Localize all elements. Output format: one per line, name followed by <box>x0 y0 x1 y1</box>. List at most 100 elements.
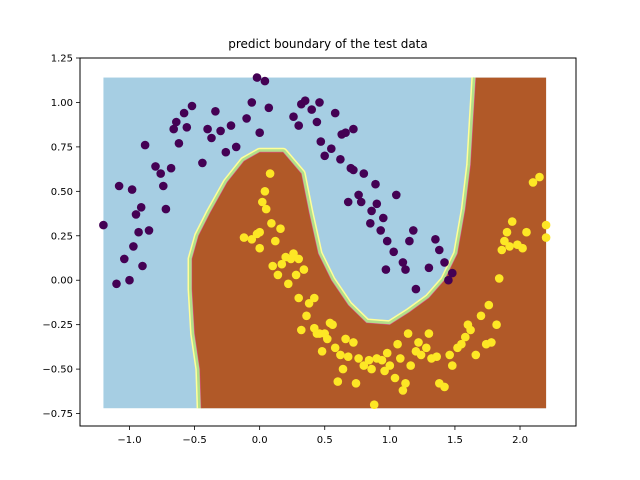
y-tick-label: −0.25 <box>42 320 73 331</box>
data-point-class-1 <box>312 329 322 338</box>
data-point-class-1 <box>276 224 285 233</box>
data-point-class-0 <box>327 144 336 153</box>
data-point-class-1 <box>330 343 340 353</box>
data-point-class-1 <box>422 343 431 353</box>
data-point-class-1 <box>349 338 358 347</box>
data-point-class-0 <box>174 139 184 148</box>
data-point-class-0 <box>151 162 160 171</box>
data-point-class-1 <box>432 352 442 362</box>
data-point-class-1 <box>289 249 298 258</box>
data-point-class-1 <box>294 293 304 303</box>
data-point-class-1 <box>541 220 551 230</box>
data-point-class-0 <box>120 254 129 264</box>
data-point-class-0 <box>330 108 340 118</box>
y-tick-label: 1.25 <box>51 54 73 65</box>
region-class-1 <box>192 77 547 409</box>
data-point-class-0 <box>315 98 324 107</box>
data-point-class-1 <box>398 386 408 395</box>
data-point-class-0 <box>242 114 251 123</box>
data-point-class-1 <box>367 364 376 374</box>
x-tick-label: −0.5 <box>182 435 206 446</box>
data-point-class-1 <box>377 355 387 365</box>
data-point-class-0 <box>159 181 168 191</box>
data-point-class-0 <box>260 76 270 86</box>
data-point-class-1 <box>284 279 293 289</box>
data-point-class-0 <box>264 103 274 113</box>
data-point-class-1 <box>239 233 249 242</box>
data-point-class-0 <box>372 199 382 209</box>
x-tick-label: 2.0 <box>512 435 528 446</box>
data-point-class-1 <box>273 270 283 280</box>
data-point-class-1 <box>265 169 275 178</box>
y-tick-label: −0.50 <box>42 365 73 376</box>
data-point-class-1 <box>304 299 314 308</box>
data-point-class-0 <box>255 128 264 137</box>
data-point-class-1 <box>343 352 353 362</box>
data-point-class-0 <box>424 263 434 273</box>
y-tick-label: 1.00 <box>51 98 73 109</box>
data-point-class-0 <box>129 242 138 251</box>
data-point-class-0 <box>320 151 330 161</box>
data-point-class-1 <box>463 320 473 330</box>
data-point-class-1 <box>414 338 423 347</box>
data-point-class-0 <box>401 265 410 274</box>
data-point-class-0 <box>409 226 418 235</box>
data-point-class-0 <box>114 181 124 191</box>
data-point-class-1 <box>341 334 350 344</box>
data-point-class-1 <box>401 379 410 388</box>
data-point-class-1 <box>380 366 389 376</box>
data-point-class-1 <box>535 172 544 182</box>
data-point-class-0 <box>371 179 380 189</box>
data-point-class-1 <box>310 293 319 303</box>
data-point-class-1 <box>492 320 501 330</box>
data-point-class-0 <box>221 147 231 157</box>
x-tick-label: 0.0 <box>252 435 268 446</box>
x-tick-label: 1.5 <box>447 435 463 446</box>
data-point-class-0 <box>312 117 322 127</box>
data-point-class-0 <box>187 101 197 111</box>
data-point-class-0 <box>367 206 376 216</box>
data-point-class-1 <box>258 197 267 207</box>
data-point-class-0 <box>166 163 176 173</box>
data-point-class-0 <box>398 258 408 267</box>
data-point-class-1 <box>359 361 369 370</box>
data-point-class-1 <box>354 354 363 363</box>
data-point-class-0 <box>316 137 326 146</box>
data-point-class-1 <box>333 377 343 386</box>
data-point-class-0 <box>203 124 212 134</box>
chart-title: predict boundary of the test data <box>228 37 428 51</box>
data-point-class-1 <box>297 325 306 335</box>
data-point-class-1 <box>528 178 538 187</box>
data-point-class-1 <box>522 227 531 237</box>
data-point-class-1 <box>500 236 509 246</box>
data-point-class-1 <box>323 334 332 344</box>
data-point-class-0 <box>444 275 453 285</box>
data-point-class-1 <box>494 274 504 283</box>
data-point-class-0 <box>349 165 358 175</box>
data-point-class-0 <box>247 98 257 107</box>
data-point-class-1 <box>299 265 309 274</box>
data-point-class-0 <box>376 226 386 235</box>
data-point-class-1 <box>502 227 512 237</box>
data-point-class-0 <box>389 247 399 257</box>
data-point-class-0 <box>99 220 108 230</box>
data-point-class-0 <box>379 213 388 223</box>
data-point-class-1 <box>255 243 264 253</box>
plot-area <box>99 73 551 410</box>
data-point-class-0 <box>349 124 358 134</box>
data-point-class-0 <box>144 226 154 235</box>
data-point-class-0 <box>359 169 369 178</box>
data-point-class-0 <box>179 108 189 118</box>
data-point-class-0 <box>134 227 143 237</box>
y-tick-label: 0.25 <box>51 231 73 242</box>
data-point-class-0 <box>216 126 225 136</box>
data-point-class-0 <box>435 245 444 255</box>
data-point-class-1 <box>541 233 551 242</box>
x-axis: −1.0 −0.5 0.0 0.5 1.0 1.5 2.0 <box>117 426 528 446</box>
data-point-class-1 <box>440 382 449 392</box>
data-point-class-0 <box>136 203 146 212</box>
data-point-class-1 <box>255 227 264 237</box>
data-point-class-1 <box>461 332 470 342</box>
data-point-class-0 <box>411 284 421 294</box>
